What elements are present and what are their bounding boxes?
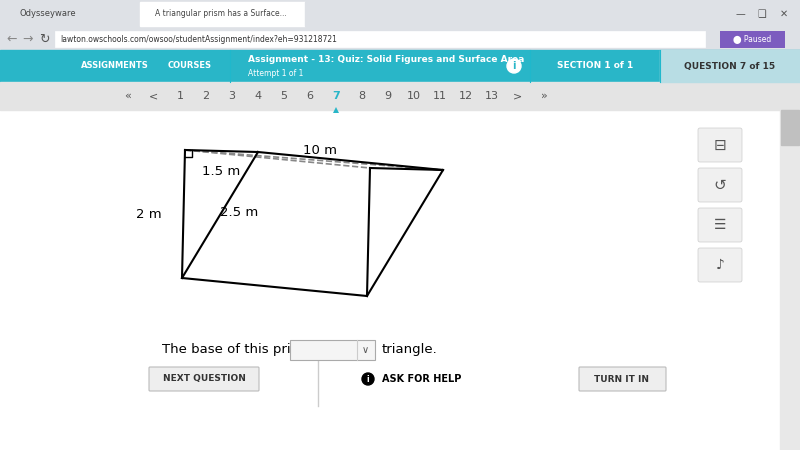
Text: ↻: ↻	[38, 32, 50, 45]
Text: 2: 2	[202, 91, 210, 101]
Text: ↺: ↺	[714, 177, 726, 193]
Bar	[0, 2, 138, 26]
Text: 7: 7	[332, 91, 340, 101]
Text: Odysseyware: Odysseyware	[20, 9, 77, 18]
Bar	[0, 82, 800, 110]
FancyBboxPatch shape	[698, 208, 742, 242]
Bar	[720, 31, 785, 48]
Text: Assignment - 13: Quiz: Solid Figures and Surface Area: Assignment - 13: Quiz: Solid Figures and…	[248, 54, 524, 63]
Text: QUESTION 7 of 15: QUESTION 7 of 15	[685, 62, 775, 71]
Text: 3: 3	[229, 91, 235, 101]
Bar	[781, 110, 799, 145]
Text: »: »	[541, 91, 547, 101]
Bar	[0, 110, 780, 450]
Bar	[780, 110, 800, 450]
Bar	[0, 0, 800, 28]
Text: 2 m: 2 m	[136, 207, 162, 220]
Bar	[290, 340, 375, 360]
FancyBboxPatch shape	[698, 168, 742, 202]
Text: triangle.: triangle.	[382, 343, 438, 356]
Text: —: —	[735, 9, 745, 19]
Bar	[305, 2, 355, 26]
FancyBboxPatch shape	[698, 248, 742, 282]
Text: 10: 10	[407, 91, 421, 101]
Text: SECTION 1 of 1: SECTION 1 of 1	[557, 62, 633, 71]
Bar	[0, 28, 800, 50]
Text: 6: 6	[306, 91, 314, 101]
Text: «: «	[125, 91, 131, 101]
FancyBboxPatch shape	[149, 367, 259, 391]
Text: 10 m: 10 m	[303, 144, 337, 158]
Text: >: >	[514, 91, 522, 101]
Bar	[0, 50, 800, 82]
Bar	[660, 50, 800, 82]
Text: ⊟: ⊟	[714, 138, 726, 153]
Circle shape	[362, 373, 374, 385]
Text: i: i	[366, 374, 370, 383]
Text: A triangular prism has a Surface...: A triangular prism has a Surface...	[155, 9, 286, 18]
Text: ♪: ♪	[715, 258, 725, 272]
Text: ❑: ❑	[758, 9, 766, 19]
Circle shape	[507, 59, 521, 73]
Text: Attempt 1 of 1: Attempt 1 of 1	[248, 68, 303, 77]
Text: <: <	[150, 91, 158, 101]
Text: ☰: ☰	[714, 218, 726, 232]
Text: ASK FOR HELP: ASK FOR HELP	[382, 374, 462, 384]
Text: ⬤ Paused: ⬤ Paused	[733, 35, 771, 44]
Text: 4: 4	[254, 91, 262, 101]
Text: 1: 1	[177, 91, 183, 101]
Text: ∨: ∨	[362, 345, 369, 355]
Text: 5: 5	[281, 91, 287, 101]
FancyBboxPatch shape	[579, 367, 666, 391]
Text: COURSES: COURSES	[168, 62, 212, 71]
Text: NEXT QUESTION: NEXT QUESTION	[162, 374, 246, 383]
Text: 1.5 m: 1.5 m	[202, 165, 241, 178]
Text: 8: 8	[358, 91, 366, 101]
Text: ←: ←	[6, 32, 18, 45]
FancyBboxPatch shape	[698, 128, 742, 162]
Bar	[0, 2, 140, 28]
Text: ASSIGNMENTS: ASSIGNMENTS	[81, 62, 149, 71]
Bar	[55, 31, 705, 47]
Text: 11: 11	[433, 91, 447, 101]
Text: →: →	[22, 32, 34, 45]
Text: 2.5 m: 2.5 m	[220, 207, 258, 220]
Text: i: i	[512, 61, 516, 71]
Text: TURN IT IN: TURN IT IN	[594, 374, 650, 383]
Text: 9: 9	[385, 91, 391, 101]
Text: 13: 13	[485, 91, 499, 101]
Text: The base of this prism is: The base of this prism is	[162, 343, 326, 356]
Text: lawton.owschools.com/owsoo/studentAssignment/index?eh=931218721: lawton.owschools.com/owsoo/studentAssign…	[60, 35, 337, 44]
Text: ✕: ✕	[780, 9, 788, 19]
Text: 12: 12	[459, 91, 473, 101]
Bar	[140, 2, 305, 26]
